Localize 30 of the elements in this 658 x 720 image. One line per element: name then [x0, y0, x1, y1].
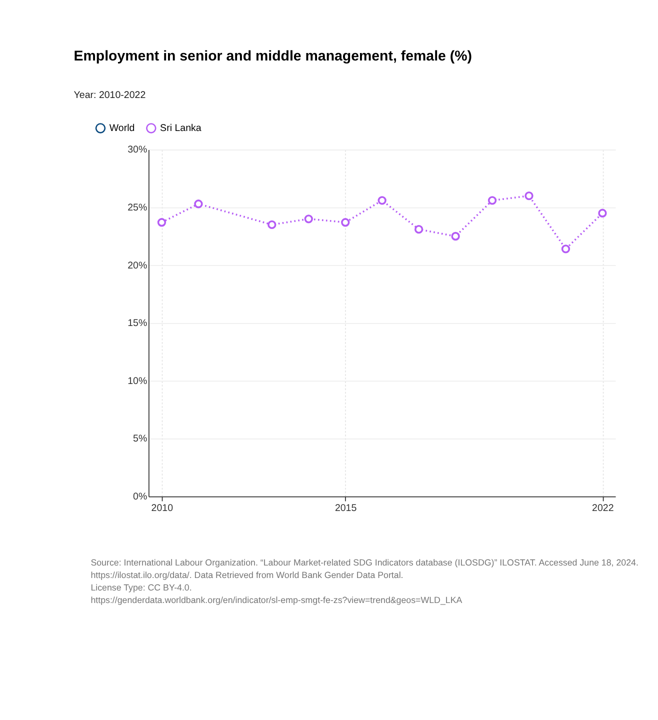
x-tick-label: 2010	[151, 503, 174, 514]
x-tick-label: 2015	[334, 503, 358, 514]
y-tick-label: 30%	[128, 144, 148, 156]
y-tick-label: 25%	[128, 202, 148, 214]
point	[524, 191, 534, 200]
x-tick-label: 2022	[592, 503, 614, 514]
y-tick-label: 20%	[128, 260, 148, 272]
y-tick-label: 0%	[133, 491, 148, 502]
point	[561, 244, 570, 254]
legend-label: World	[109, 122, 135, 134]
point	[451, 232, 460, 241]
y-tick-label: 5%	[133, 434, 148, 445]
text: License Type: CC BY-4.0.	[90, 582, 192, 593]
point	[598, 208, 607, 218]
y-tick-label: 15%	[128, 318, 148, 330]
y-tick-label: 10%	[128, 376, 148, 387]
point	[268, 220, 276, 230]
point	[341, 218, 350, 227]
chart-title: Employment in senior and middle management, female (%)	[74, 48, 472, 65]
legend-label: Sri Lanka	[160, 122, 202, 134]
chart-subtitle: Year: 2010-2022	[74, 90, 146, 101]
point	[378, 196, 386, 205]
text: https://ilostat.ilo.org/data/. Data Retrieved from World Bank Gender Data Portal.	[90, 570, 404, 580]
point	[157, 218, 166, 227]
point	[488, 196, 497, 205]
source-note: Source: International Labour Organization. “Labour Market-related SDG Indicators database (ILOSDG)” ILOSTAT. Accessed June 18, 2024.	[90, 558, 638, 568]
point	[304, 214, 313, 224]
point	[194, 200, 203, 208]
point	[414, 224, 424, 234]
text: https://genderdata.worldbank.org/en/indicator/sl-emp-smgt-fe-zs?view=trend&geos=WLD_LKA	[90, 595, 462, 606]
